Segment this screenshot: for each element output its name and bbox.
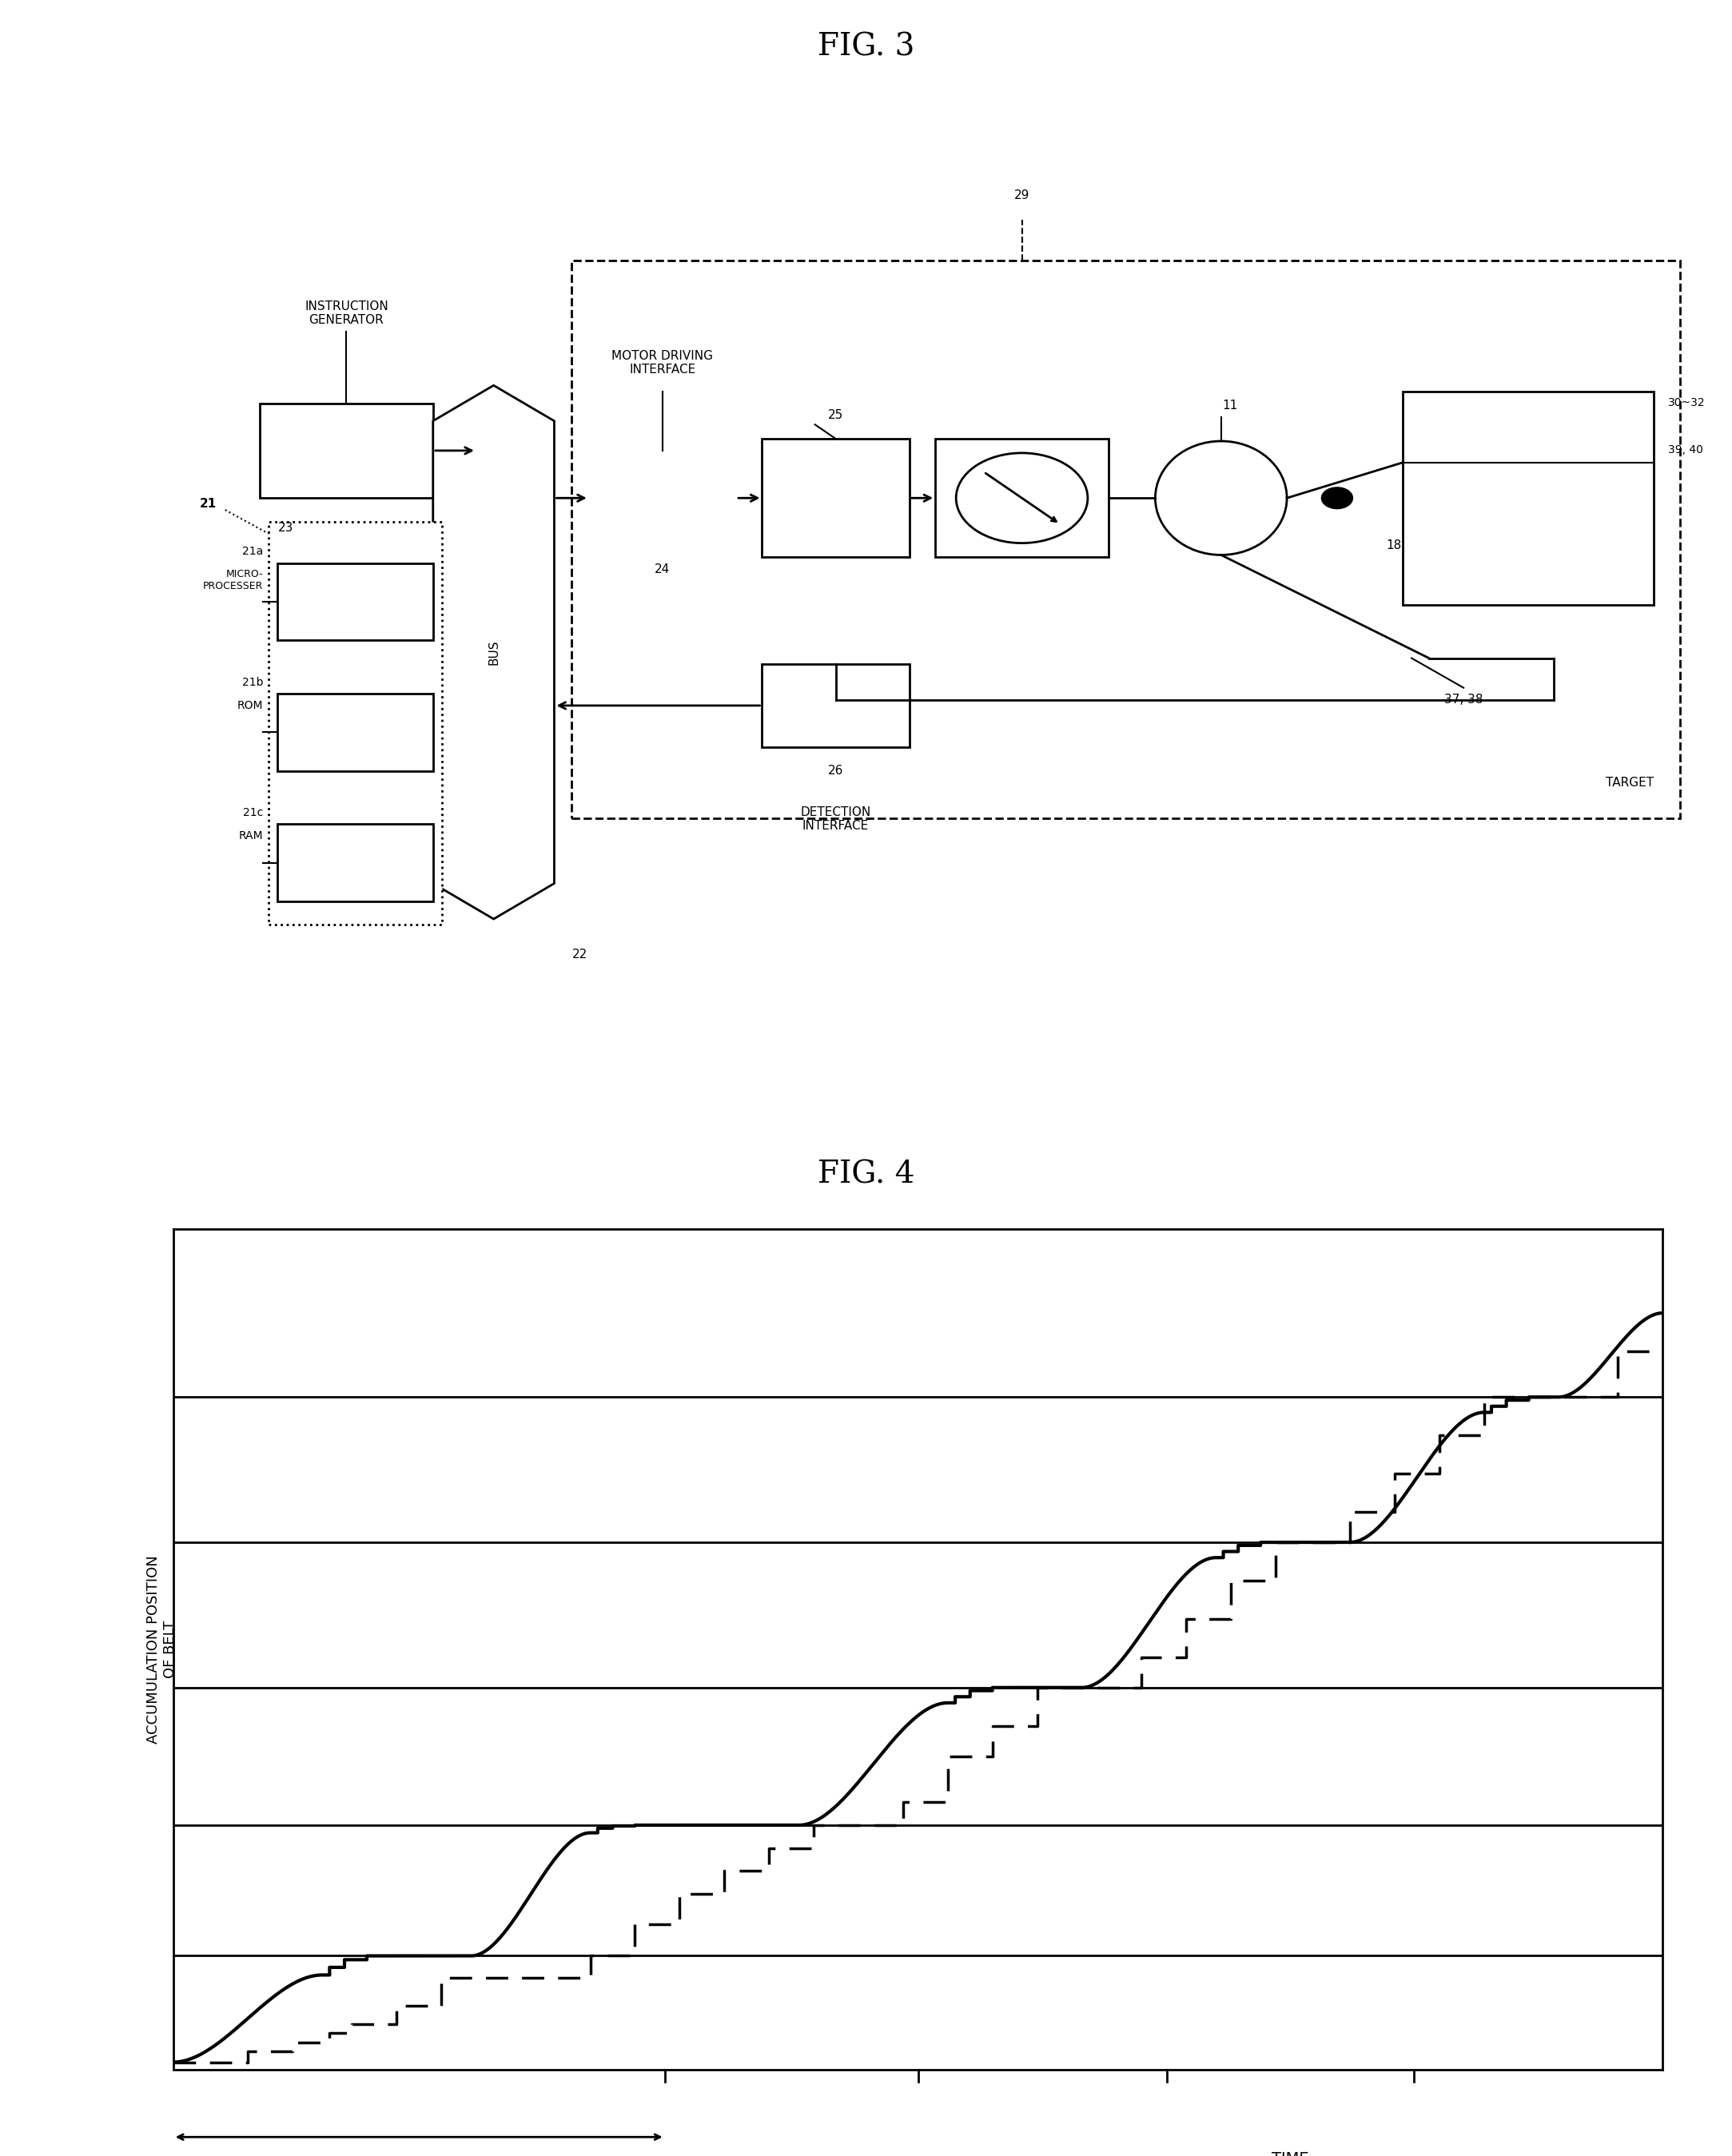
Bar bbox=[762, 440, 909, 558]
Text: 26: 26 bbox=[828, 765, 843, 776]
Y-axis label: ACCUMULATION POSITION
OF BELT: ACCUMULATION POSITION OF BELT bbox=[147, 1554, 178, 1744]
Text: ROM: ROM bbox=[237, 699, 263, 711]
Text: FIG. 4: FIG. 4 bbox=[818, 1160, 914, 1190]
Text: TIME: TIME bbox=[1271, 2152, 1309, 2156]
Text: TARGET: TARGET bbox=[1606, 776, 1654, 789]
Text: BUS: BUS bbox=[488, 640, 499, 664]
Text: 21a: 21a bbox=[242, 545, 263, 558]
Text: MOTOR DRIVING
INTERFACE: MOTOR DRIVING INTERFACE bbox=[611, 349, 714, 375]
Text: 25: 25 bbox=[828, 410, 843, 420]
Text: FIG. 3: FIG. 3 bbox=[818, 32, 914, 63]
Text: 37, 38: 37, 38 bbox=[1444, 694, 1483, 705]
Bar bbox=[277, 824, 433, 901]
Bar bbox=[762, 664, 909, 748]
Text: INSTRUCTION
GENERATOR: INSTRUCTION GENERATOR bbox=[305, 300, 388, 326]
Bar bbox=[1403, 392, 1654, 604]
Bar bbox=[277, 563, 433, 640]
Bar bbox=[935, 440, 1108, 558]
Bar bbox=[260, 403, 433, 498]
Text: 24: 24 bbox=[655, 563, 670, 576]
Text: RAM: RAM bbox=[239, 830, 263, 841]
Bar bbox=[277, 694, 433, 770]
Text: 22: 22 bbox=[573, 949, 587, 962]
Circle shape bbox=[1322, 487, 1353, 509]
Text: 21c: 21c bbox=[242, 806, 263, 819]
Text: 21: 21 bbox=[199, 498, 217, 511]
Text: 23: 23 bbox=[279, 522, 293, 535]
Text: 21b: 21b bbox=[242, 677, 263, 688]
Text: 29: 29 bbox=[1015, 190, 1029, 203]
Text: MICRO-
PROCESSER: MICRO- PROCESSER bbox=[203, 569, 263, 591]
Bar bbox=[589, 451, 736, 545]
Text: 30~32: 30~32 bbox=[1668, 397, 1706, 407]
Polygon shape bbox=[433, 386, 554, 918]
Text: 18: 18 bbox=[1387, 539, 1401, 552]
Bar bbox=[268, 522, 442, 925]
Text: 39, 40: 39, 40 bbox=[1668, 444, 1703, 455]
Bar bbox=[572, 261, 1680, 817]
Text: DETECTION
INTERFACE: DETECTION INTERFACE bbox=[800, 806, 871, 832]
Text: 11: 11 bbox=[1223, 399, 1237, 412]
